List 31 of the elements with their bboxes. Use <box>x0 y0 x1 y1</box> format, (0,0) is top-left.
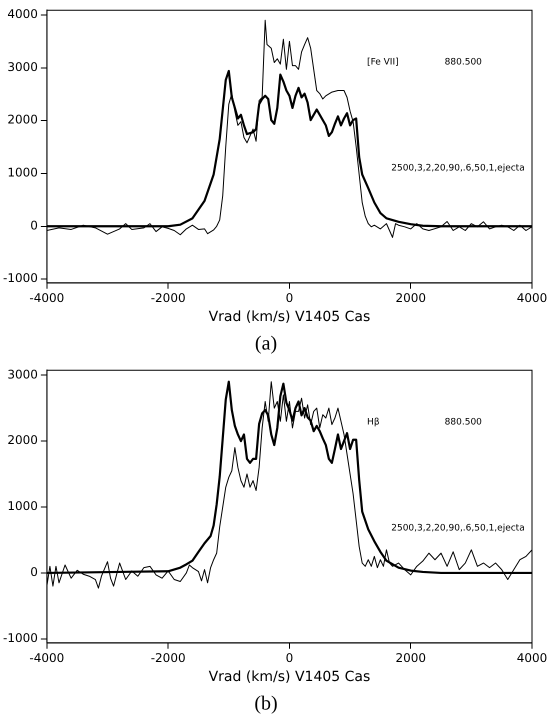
annotation: 2500,3,2,20,90,.6,50,1,ejecta <box>391 164 525 174</box>
x-tick-label: -4000 <box>29 651 64 666</box>
annotation: 880.500 <box>444 57 482 68</box>
annotation: [Fe VII] <box>367 57 399 68</box>
y-tick-label: 1000 <box>7 499 38 514</box>
text: (b) <box>254 692 278 714</box>
x-tick-label: -2000 <box>150 291 186 306</box>
y-tick-label: 1000 <box>7 166 38 180</box>
x-axis-title: Vrad (km/s) V1405 Cas <box>208 309 370 326</box>
y-tick-label: 3000 <box>7 60 38 74</box>
y-tick-label: 3000 <box>7 367 38 382</box>
y-tick-label: -1000 <box>2 271 38 286</box>
y-tick-label: -1000 <box>2 630 38 645</box>
x-tick-label: 0 <box>286 651 294 666</box>
x-tick-label: 2000 <box>395 291 426 306</box>
y-tick-label: 2000 <box>7 433 38 448</box>
y-tick-label: 0 <box>30 565 38 580</box>
annotation: 880.500 <box>444 417 482 428</box>
y-tick-label: 4000 <box>7 7 38 22</box>
x-tick-label: -4000 <box>29 291 64 306</box>
text: (a) <box>254 332 278 354</box>
x-tick-label: 2000 <box>395 651 426 666</box>
annotation: 2500,3,2,20,90,.6,50,1,ejecta <box>391 524 525 534</box>
y-tick-label: 0 <box>30 218 38 232</box>
x-axis-title: Vrad (km/s) V1405 Cas <box>208 669 370 686</box>
x-tick-label: 4000 <box>516 651 548 666</box>
x-tick-label: 4000 <box>516 291 548 306</box>
x-tick-label: -2000 <box>150 651 186 666</box>
y-tick-label: 2000 <box>7 112 38 127</box>
x-tick-label: 0 <box>286 291 294 306</box>
annotation: Hβ <box>367 417 380 428</box>
